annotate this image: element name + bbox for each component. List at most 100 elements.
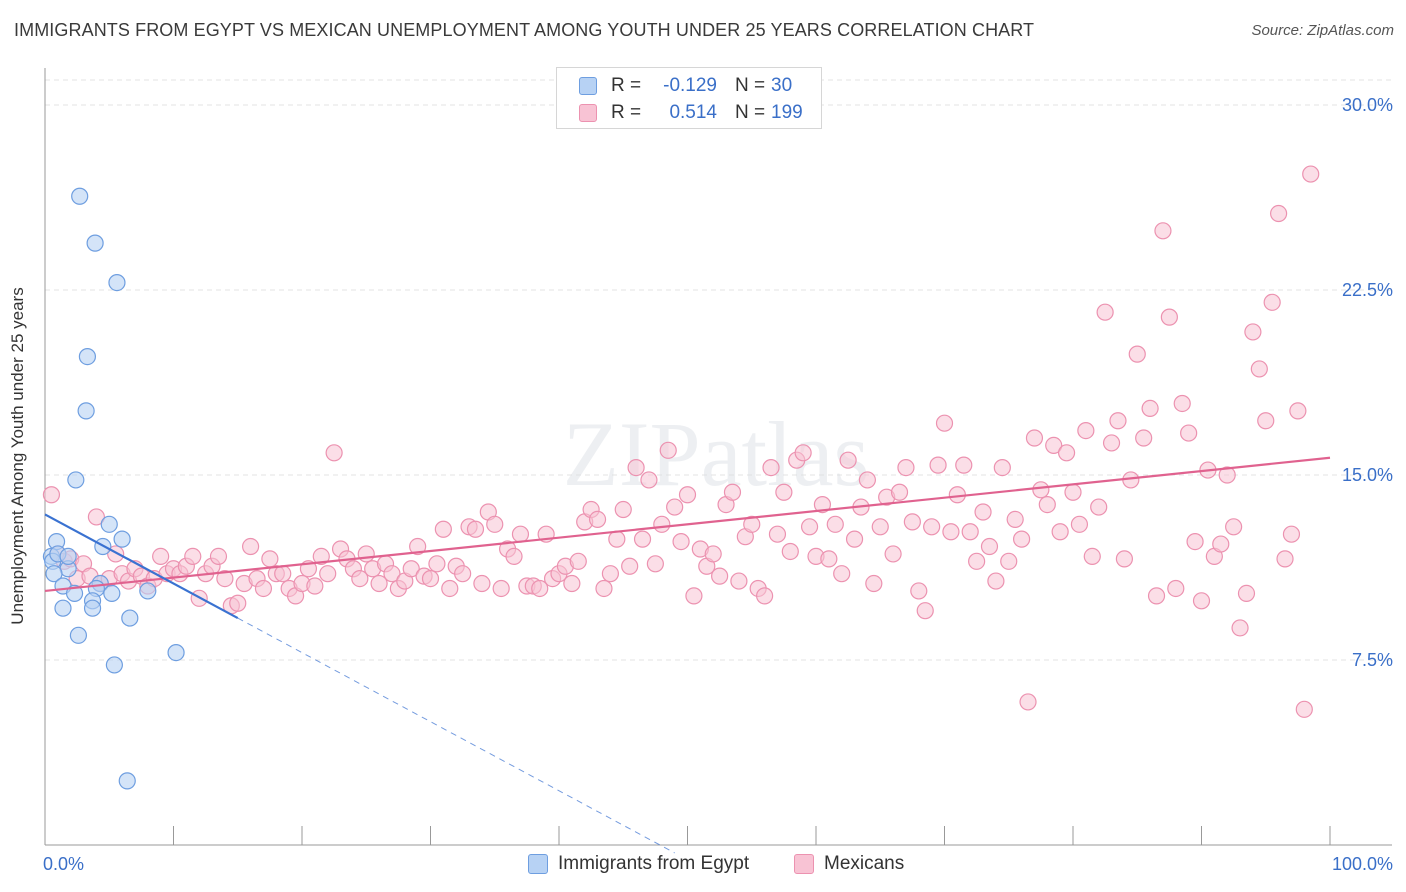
mexicans-point [916,602,934,620]
mexicans-point [826,515,844,533]
n-label: N = [735,102,766,123]
mexicans-point [274,565,292,583]
mexicans-point [762,459,780,477]
egypt-point [167,643,185,662]
mexicans-point [1135,429,1153,447]
mexicans-point [987,572,1005,590]
mexicans-point [466,520,485,538]
trend-lines [44,456,1331,854]
mexicans-point [897,459,915,477]
mexicans-point [312,547,330,566]
mexicans-point [820,550,838,568]
mexicans-point [1289,402,1307,420]
mexicans-point [242,537,260,556]
mexicans-point [1218,466,1236,484]
mexicans-point [1154,222,1172,240]
axes [44,68,1392,846]
mexicans-point [531,579,549,598]
mexicans-point [563,574,581,593]
mexicans-point [633,530,652,548]
mexicans-point [351,569,369,588]
mexicans-point [421,569,440,588]
mexicans-point [839,451,857,469]
mexicans-point [768,525,787,543]
mexicans-point [486,515,504,533]
y-tick-label: 22.5% [1342,280,1393,300]
mexicans-point [955,456,973,474]
mexicans-point [704,545,722,563]
legend-row-egypt: R = -0.129 N = 30 [579,74,792,98]
mexicans-point [325,444,343,462]
mexicans-point [685,587,703,605]
egypt-point [69,626,88,644]
mexicans-point [942,523,960,541]
mexicans-swatch [794,854,814,874]
mexicans-point [1051,523,1069,541]
correlation-legend: R = -0.129 N = 30 R = 0.514 N = 199 [556,67,822,129]
mexicans-point [608,530,626,548]
mexicans-point [409,537,427,556]
mexicans-point [871,518,889,536]
mexicans-point [1250,360,1268,378]
mexicans-point [845,530,864,548]
egypt-point [59,547,77,566]
n-value-mexicans: 199 [771,102,803,123]
mexicans-point [473,574,491,593]
egypt-point [71,187,89,205]
mexicans-point [929,456,947,474]
y-tick-label: 7.5% [1352,650,1393,670]
mexicans-point [1231,619,1249,637]
watermark: ZIPatlas [563,403,870,505]
r-label: R = [611,75,642,96]
mexicans-point [1012,530,1031,548]
mexicans-point [890,483,909,501]
mexicans-point [993,459,1011,477]
mexicans-point [1000,552,1018,570]
mexicans-point [627,459,645,477]
mexicans-point [1057,444,1076,462]
legend-label-egypt: Immigrants from Egypt [558,853,750,874]
mexicans-point [833,565,851,583]
mexicans-point [1257,412,1275,430]
mexicans-point [428,555,446,573]
mexicans-point [743,515,761,533]
x-tick-label: 100.0% [1332,854,1393,874]
mexicans-point [794,444,812,462]
mexicans-point [454,565,472,583]
mexicans-point [152,547,170,566]
egypt-point [118,772,136,790]
mexicans-swatch [579,104,597,122]
mexicans-point [1173,394,1191,413]
mexicans-point [781,542,799,561]
mexicans-point [370,574,388,593]
mexicans-point [1225,518,1243,536]
mexicans-point [653,515,671,533]
mexicans-point [865,574,883,593]
mexicans-point [254,579,273,598]
mexicans-point [1115,550,1134,568]
egypt-point [45,565,63,583]
egypt-point [77,402,95,420]
mexicans-point [1282,525,1301,543]
bottom-legend-egypt: Immigrants from Egypt [528,852,749,876]
mexicans-point [595,579,613,598]
egypt-point [113,530,131,548]
mexicans-point [640,471,658,489]
mexicans-point [1192,592,1211,610]
egypt-swatch [579,77,597,95]
mexicans-point [621,557,639,575]
mexicans-point [968,552,986,570]
mexicans-point [1025,429,1044,447]
bottom-legend-mexicans: Mexicans [794,852,904,876]
egypt-point [139,582,157,600]
source-label: Source: ZipAtlas.com [1251,22,1394,39]
mexicans-point [1077,422,1095,440]
mexicans-point [666,498,684,516]
mexicans-point [1237,584,1256,603]
mexicans-point [1244,323,1262,341]
egypt-trend-line [44,513,239,620]
mexicans-point [184,547,202,566]
mexicans-point [1109,412,1127,430]
r-label: R = [611,102,642,123]
